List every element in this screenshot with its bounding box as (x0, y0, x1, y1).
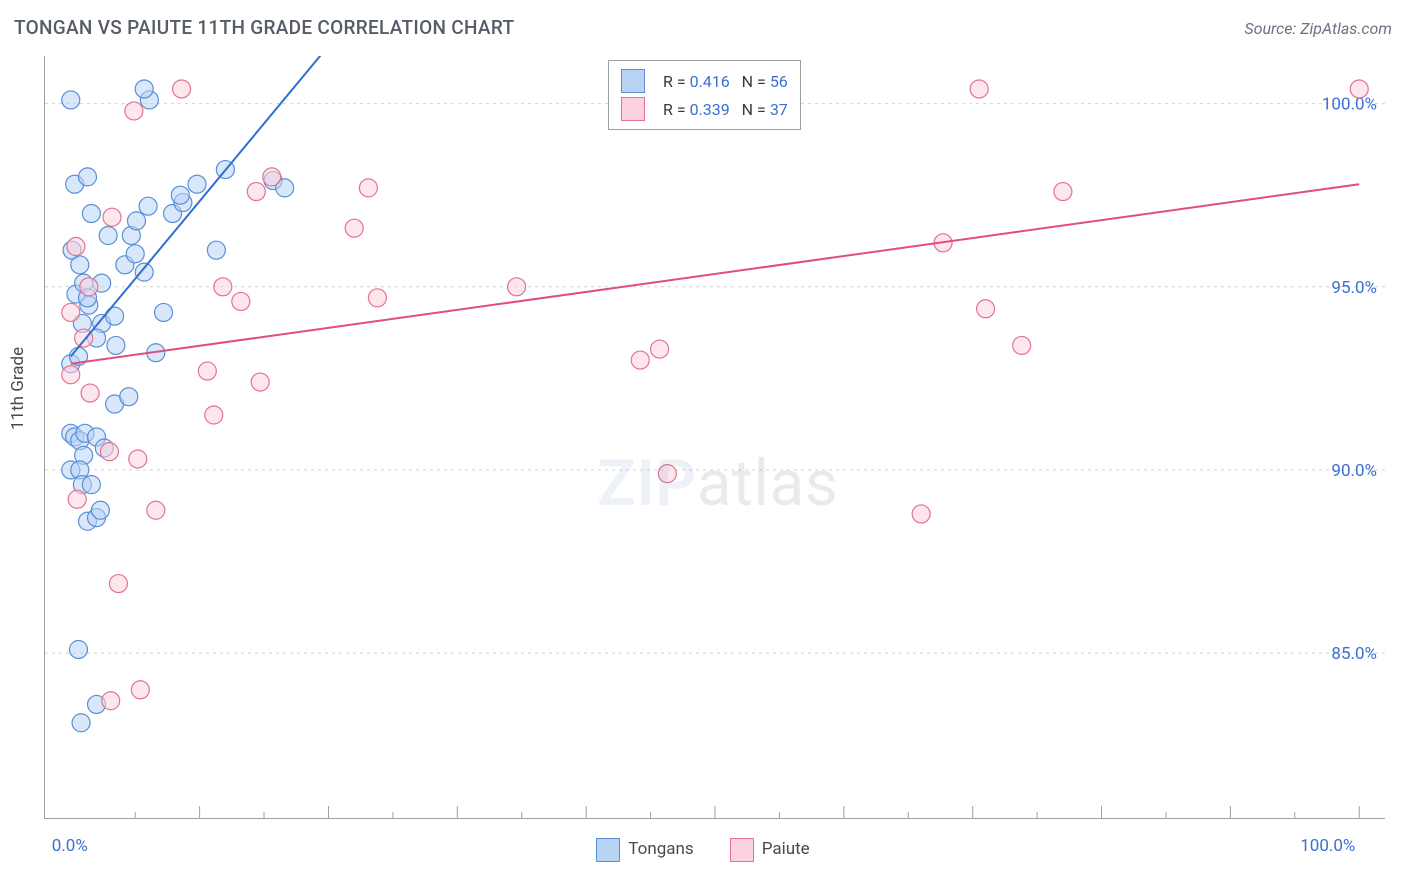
y-tick-label: 100.0% (1322, 95, 1377, 115)
scatter-point-tongans (99, 227, 117, 245)
stats-text-tongans: R = 0.416 N = 56 (663, 72, 788, 91)
scatter-point-paiute (198, 362, 216, 380)
scatter-point-paiute (131, 681, 149, 699)
scatter-point-paiute (173, 80, 191, 98)
scatter-point-paiute (100, 443, 118, 461)
scatter-point-paiute (1054, 183, 1072, 201)
legend-swatch-tongans (596, 838, 620, 862)
stats-row-paiute: R = 0.339 N = 37 (621, 95, 788, 123)
scatter-point-paiute (368, 289, 386, 307)
scatter-point-paiute (263, 168, 281, 186)
scatter-point-tongans (79, 168, 97, 186)
scatter-point-paiute (80, 278, 98, 296)
watermark: ZIPatlas (597, 446, 838, 521)
scatter-point-tongans (120, 388, 138, 406)
watermark-atlas: atlas (697, 446, 839, 521)
scatter-point-paiute (359, 179, 377, 197)
scatter-point-tongans (155, 303, 173, 321)
scatter-point-paiute (205, 406, 223, 424)
y-axis-label: 11th Grade (8, 347, 28, 430)
scatter-point-paiute (68, 490, 86, 508)
scatter-point-paiute (103, 208, 121, 226)
scatter-point-tongans (135, 80, 153, 98)
scatter-point-paiute (508, 278, 526, 296)
watermark-zip: ZIP (597, 446, 697, 521)
scatter-point-paiute (129, 450, 147, 468)
scatter-point-tongans (127, 212, 145, 230)
legend-item-paiute: Paiute (730, 838, 810, 862)
scatter-point-paiute (970, 80, 988, 98)
legend-item-tongans: Tongans (596, 838, 693, 862)
scatter-point-paiute (67, 238, 85, 256)
legend-label-paiute: Paiute (762, 839, 810, 859)
scatter-point-paiute (214, 278, 232, 296)
scatter-plot: 85.0%90.0%95.0%100.0% R = 0.416 N = 56R … (44, 56, 1385, 819)
scatter-point-tongans (107, 336, 125, 354)
scatter-point-tongans (126, 245, 144, 263)
scatter-point-tongans (72, 714, 90, 732)
y-tick-label: 85.0% (1331, 644, 1377, 664)
legend-label-tongans: Tongans (628, 839, 693, 859)
scatter-point-tongans (139, 197, 157, 215)
scatter-point-tongans (91, 501, 109, 519)
scatter-point-tongans (135, 263, 153, 281)
source-label: Source: ZipAtlas.com (1244, 19, 1392, 38)
scatter-point-paiute (81, 384, 99, 402)
scatter-point-paiute (102, 692, 120, 710)
scatter-point-paiute (912, 505, 930, 523)
correlation-stats-box: R = 0.416 N = 56 R = 0.339 N = 37 (608, 60, 801, 130)
scatter-point-tongans (207, 241, 225, 259)
scatter-point-paiute (62, 303, 80, 321)
scatter-point-paiute (631, 351, 649, 369)
scatter-point-tongans (70, 640, 88, 658)
legend-bottom: Tongans Paiute (0, 838, 1406, 862)
scatter-point-tongans (82, 205, 100, 223)
stats-text-paiute: R = 0.339 N = 37 (663, 100, 788, 119)
scatter-point-paiute (247, 183, 265, 201)
y-tick-label: 95.0% (1331, 278, 1377, 298)
swatch-tongans (621, 69, 645, 93)
trendline-paiute (71, 184, 1359, 364)
scatter-point-tongans (82, 476, 100, 494)
scatter-point-paiute (251, 373, 269, 391)
scatter-point-paiute (62, 366, 80, 384)
legend-swatch-paiute (730, 838, 754, 862)
scatter-point-paiute (651, 340, 669, 358)
scatter-point-paiute (125, 102, 143, 120)
scatter-point-paiute (977, 300, 995, 318)
scatter-point-tongans (171, 186, 189, 204)
scatter-point-paiute (147, 501, 165, 519)
scatter-point-paiute (109, 575, 127, 593)
chart-title: TONGAN VS PAIUTE 11TH GRADE CORRELATION … (14, 16, 514, 39)
scatter-point-paiute (1013, 336, 1031, 354)
scatter-point-tongans (188, 175, 206, 193)
scatter-point-paiute (232, 292, 250, 310)
scatter-point-paiute (1350, 80, 1368, 98)
scatter-point-tongans (71, 256, 89, 274)
scatter-point-tongans (62, 91, 80, 109)
swatch-paiute (621, 97, 645, 121)
scatter-point-paiute (345, 219, 363, 237)
y-tick-label: 90.0% (1331, 461, 1377, 481)
stats-row-tongans: R = 0.416 N = 56 (621, 67, 788, 95)
